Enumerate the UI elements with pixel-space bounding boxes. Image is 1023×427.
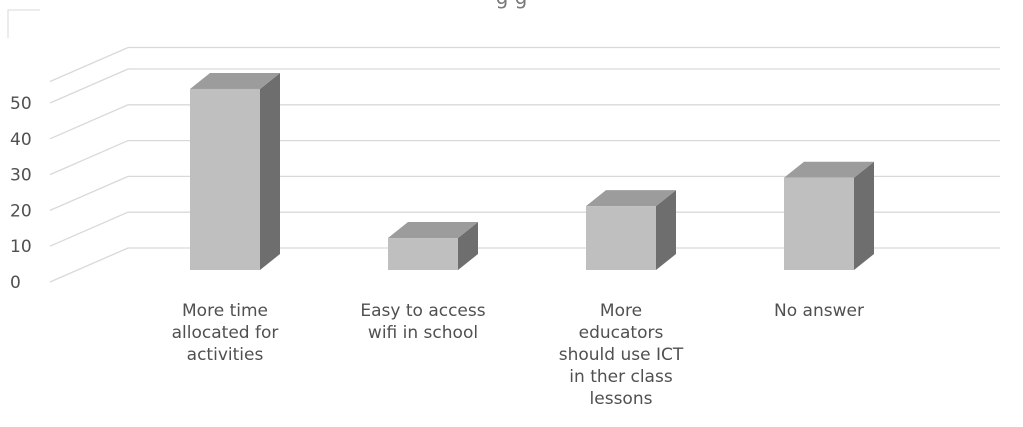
- y-tick-label: 0: [10, 273, 21, 293]
- y-tick-label: 50: [10, 94, 32, 114]
- bar-top: [388, 222, 478, 239]
- x-category-label-line: educators: [578, 323, 664, 343]
- gridline: [49, 211, 1000, 247]
- gridline: [49, 104, 1000, 140]
- x-category-label: More time allocated for activities: [140, 300, 310, 366]
- y-tick-label: 10: [10, 237, 32, 257]
- bar-side: [458, 222, 478, 270]
- x-category-label-line: More time: [182, 301, 268, 321]
- bar-top: [784, 161, 874, 178]
- bar-side: [656, 190, 676, 270]
- x-category-label-line: should use ICT: [558, 345, 684, 365]
- x-category-label-line: More: [599, 301, 643, 321]
- y-tick-label: 40: [10, 130, 32, 150]
- x-category-label-line: in ther class: [569, 367, 673, 387]
- x-category-label-line: No answer: [774, 301, 864, 321]
- x-category-label: Easy to access wifi in school: [338, 300, 508, 344]
- y-tick-label: 30: [10, 166, 32, 186]
- bar: [388, 238, 458, 270]
- gridline: [49, 46, 1000, 83]
- bar: [190, 88, 260, 270]
- bar: [586, 206, 656, 270]
- x-category-label-line: allocated for: [171, 323, 279, 343]
- y-tick-label: 20: [10, 201, 32, 221]
- bar-top: [586, 190, 676, 207]
- x-category-label-line: activities: [186, 345, 264, 365]
- bar-side: [854, 161, 874, 270]
- bar-top: [190, 72, 280, 89]
- gridline: [49, 139, 1000, 176]
- x-category-label-line: wifi in school: [367, 323, 479, 343]
- x-category-label-line: Easy to access: [360, 301, 486, 321]
- x-category-label-line: lessons: [589, 389, 653, 409]
- gridline: [49, 68, 1000, 104]
- x-category-label: No answer: [734, 300, 904, 322]
- x-category-label: More educators should use ICT in ther class…: [536, 300, 706, 410]
- bar-side: [260, 72, 280, 270]
- plot-frame: [7, 9, 40, 38]
- chart-title: g g: [0, 0, 1023, 9]
- gridline: [49, 175, 1000, 211]
- bar: [784, 177, 854, 270]
- gridline: [49, 247, 1000, 283]
